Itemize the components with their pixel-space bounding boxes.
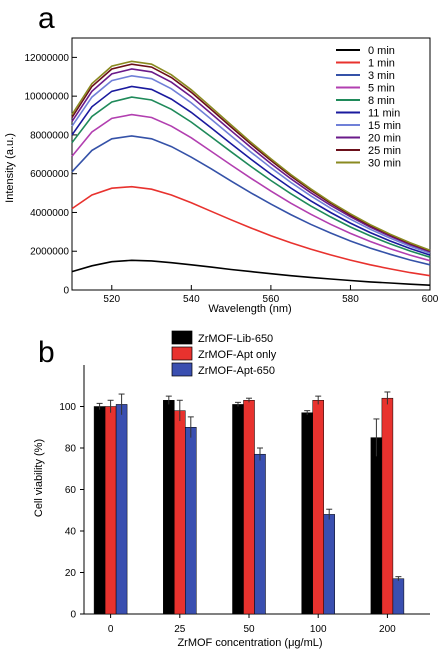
panel-b-legend-label: ZrMOF-Apt only	[198, 349, 277, 361]
panel-a-series-line	[71, 113, 431, 262]
panel-a-series-line	[71, 74, 431, 254]
panel-a-frame	[71, 37, 431, 291]
panel-a-x-tick-label: 520	[103, 294, 120, 305]
panel-b-y-tick-label: 100	[59, 402, 76, 413]
panel-b-y-tick-label: 0	[70, 610, 76, 621]
panel-b-letter: b	[38, 336, 55, 369]
panel-b-bar	[381, 397, 394, 615]
panel-a-ylabel: Intensity (a.u.)	[4, 133, 16, 203]
panel-b-bar	[312, 400, 324, 615]
panel-a-y-tick-label: 10000000	[25, 92, 70, 103]
panel-a-series-line	[71, 259, 431, 286]
panel-b-ylabel: Cell viability (%)	[33, 439, 45, 517]
panel-a-legend-label: 3 min	[368, 70, 395, 82]
panel-a-legend-label: 30 min	[368, 158, 401, 170]
panel-b-legend-swatch	[171, 362, 193, 377]
panel-a-legend-label: 25 min	[368, 145, 401, 157]
panel-b-legend: ZrMOF-Lib-650 ZrMOF-Apt only ZrMOF-Apt-650	[171, 330, 277, 377]
panel-b-bar	[232, 404, 244, 615]
panel-a-legend-label: 1 min	[368, 58, 395, 70]
panel-a-x-tick-label: 580	[342, 294, 359, 305]
panel-a-y-tick-label: 12000000	[25, 53, 70, 64]
panel-b-bar	[392, 578, 405, 615]
panel-b-bar	[93, 406, 106, 615]
panel-b-bar	[163, 400, 175, 615]
panel-b-bar	[323, 514, 335, 615]
panel-b-legend-swatch	[171, 346, 193, 361]
panel-a-series-line	[71, 135, 431, 266]
panel-a-series-line	[71, 68, 431, 253]
panel-b-legend-swatch	[171, 330, 193, 345]
panel-b-bars	[93, 391, 405, 615]
panel-a-x-tick-label: 600	[422, 294, 438, 305]
panel-a-legend-label: 8 min	[368, 95, 395, 107]
panel-b-bar	[104, 406, 117, 615]
panel-a-legend-label: 20 min	[368, 133, 401, 145]
panel-b-y-tick-label: 40	[65, 527, 77, 538]
panel-a-letter: a	[38, 2, 55, 35]
panel-a-y-tick-label: 2000000	[30, 247, 69, 258]
panel-b-x-tick-label: 100	[310, 624, 327, 635]
panel-a-y-tick-label: 8000000	[30, 130, 69, 141]
panel-b-bar	[185, 427, 197, 615]
panel-a-series-line	[71, 60, 431, 252]
panel-a-legend-label: 11 min	[368, 108, 400, 120]
panel-a: a 520 540 560 580 600 0 2000000 4000000 6000000 8…	[4, 2, 438, 315]
panel-a-x-tick-label: 560	[263, 294, 280, 305]
panel-a-series-line	[71, 85, 431, 256]
panel-a-xlabel: Wavelength (nm)	[208, 303, 291, 315]
panel-b-x-tick-label: 200	[379, 624, 396, 635]
panel-b-bar	[174, 410, 186, 615]
panel-a-series-line	[71, 63, 431, 252]
panel-b-legend-label: ZrMOF-Lib-650	[198, 333, 273, 345]
panel-b-xlabel: ZrMOF concentration (μg/mL)	[177, 637, 322, 649]
panel-a-x-tick-label: 540	[183, 294, 200, 305]
panel-b-y-tick-label: 80	[65, 444, 77, 455]
panel-b-x-tick-label: 50	[243, 624, 255, 635]
panel-a-axes: 520 540 560 580 600 0 2000000 4000000 6000000 800…	[25, 37, 438, 305]
panel-b-bar	[301, 412, 313, 615]
panel-a-series-line	[71, 185, 431, 277]
panel-a-y-tick-label: 0	[63, 286, 69, 297]
panel-a-legend-label: 15 min	[368, 120, 401, 132]
panel-b-bar	[243, 400, 255, 615]
panel-b-bar	[370, 437, 383, 615]
panel-a-y-tick-label: 4000000	[30, 208, 69, 219]
panel-b-y-tick-label: 60	[65, 485, 77, 496]
panel-a-legend-label: 0 min	[368, 45, 395, 57]
panel-b-x-tick-label: 0	[108, 624, 114, 635]
panel-b-legend-label: ZrMOF-Apt-650	[198, 365, 275, 377]
panel-a-lines	[71, 60, 431, 286]
panel-b-y-tick-label: 20	[65, 568, 77, 579]
panel-b-bar	[254, 453, 266, 615]
panel-b-x-tick-label: 25	[174, 624, 186, 635]
panel-b-bar	[115, 404, 128, 615]
panel-a-y-tick-label: 6000000	[30, 169, 69, 180]
panel-a-legend-label: 5 min	[368, 83, 395, 95]
panel-a-series-line	[71, 96, 431, 258]
